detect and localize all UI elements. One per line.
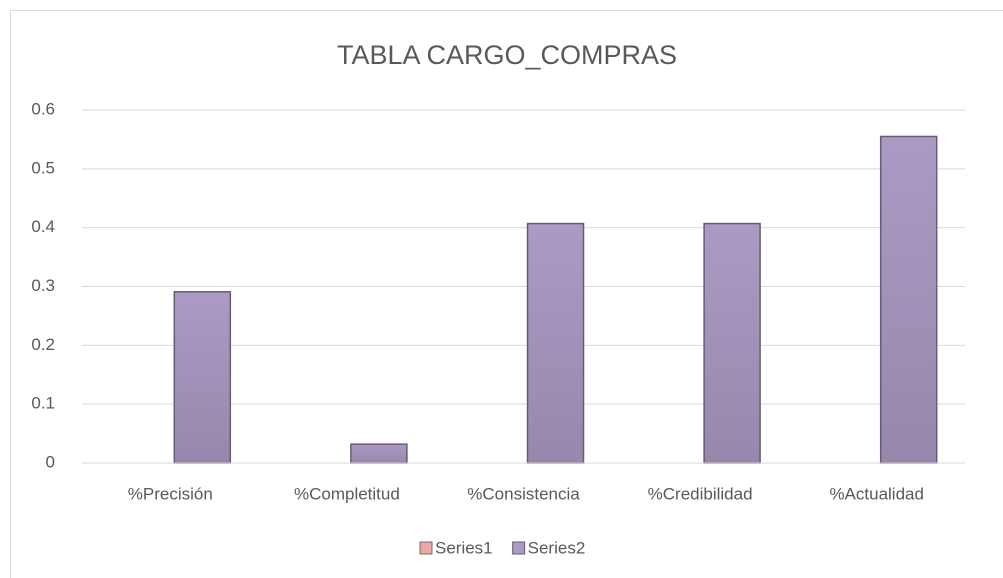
- y-tick-label: 0: [46, 452, 55, 471]
- y-tick-label: 0.3: [31, 276, 55, 295]
- y-tick-label: 0.1: [31, 394, 55, 413]
- y-tick-label: 0.4: [31, 217, 55, 236]
- bar: [703, 222, 761, 464]
- y-tick-label: 0.5: [31, 158, 55, 177]
- x-tick-label: %Precisión: [128, 484, 213, 503]
- legend-swatch: [512, 541, 526, 555]
- bar: [526, 222, 585, 464]
- bar: [173, 291, 232, 464]
- x-tick-label: %Credibilidad: [648, 484, 753, 503]
- x-tick-label: %Completitud: [294, 484, 400, 503]
- y-tick-label: 0.6: [31, 99, 55, 118]
- x-tick-label: %Consistencia: [467, 484, 580, 503]
- bar: [350, 443, 408, 464]
- y-tick-label: 0.2: [31, 335, 55, 354]
- bar: [879, 135, 938, 464]
- legend-label: Series2: [528, 538, 586, 557]
- legend-label: Series1: [435, 538, 493, 557]
- x-tick-label: %Actualidad: [829, 484, 924, 503]
- legend-swatch: [419, 541, 433, 555]
- chart-title: TABLA CARGO_COMPRAS: [337, 40, 677, 70]
